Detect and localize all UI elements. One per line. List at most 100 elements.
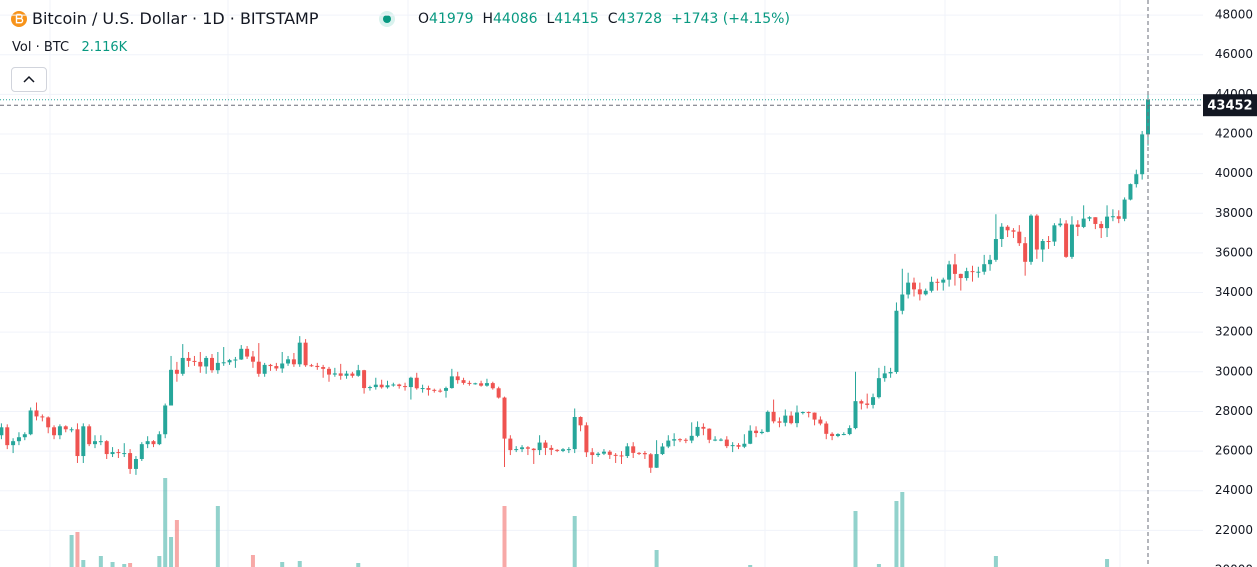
candle-body	[28, 410, 33, 435]
candle-body	[935, 281, 940, 283]
candle-body	[876, 378, 881, 398]
candle-body	[315, 365, 320, 368]
collapse-button[interactable]	[11, 67, 47, 92]
candle-body	[473, 383, 478, 385]
candle-body	[724, 439, 729, 447]
candle-body	[648, 454, 653, 468]
candle-body	[941, 279, 946, 283]
candle-body	[34, 410, 39, 417]
y-tick-label: 24000	[1215, 483, 1253, 497]
candle-body	[759, 431, 764, 434]
candle-body	[1058, 223, 1063, 226]
y-tick-label: 30000	[1215, 364, 1253, 378]
volume-bar	[98, 556, 103, 567]
candle-body	[806, 412, 811, 414]
candle-body	[373, 384, 378, 388]
candle-body	[830, 433, 835, 437]
volume-bar	[169, 537, 174, 567]
candle-body	[970, 271, 975, 273]
candle-body	[566, 449, 571, 451]
candle-body	[110, 452, 115, 455]
candle-body	[1069, 224, 1074, 257]
candle-body	[1017, 231, 1022, 244]
volume-bar	[75, 532, 80, 567]
candle-body	[531, 448, 536, 451]
volume-last: 2.116K	[81, 40, 128, 55]
candle-body	[449, 376, 454, 389]
candle-body	[256, 361, 261, 374]
candle-body	[303, 342, 308, 366]
candle-body	[490, 383, 495, 389]
candle-body	[841, 434, 846, 436]
candle-body	[642, 453, 647, 455]
candle-body	[461, 380, 466, 383]
candle-body	[882, 373, 887, 379]
candle-body	[1040, 241, 1045, 250]
candle-body	[438, 390, 443, 392]
candle-body	[771, 411, 776, 422]
candle-body	[824, 423, 829, 434]
ohlc-letter: C	[607, 11, 618, 27]
candle-body	[391, 384, 396, 386]
y-tick-label: 46000	[1215, 47, 1253, 61]
candle-body	[40, 416, 45, 418]
volume-bar	[748, 565, 753, 567]
candle-body	[549, 447, 554, 450]
candle-body	[408, 377, 413, 388]
candle-body	[1046, 241, 1051, 243]
status-dot	[383, 15, 391, 23]
candle-body	[444, 388, 448, 391]
price-tag-label: 43452	[1207, 99, 1252, 114]
volume-bar	[163, 478, 168, 567]
candle-body	[104, 441, 109, 455]
volume-bar	[157, 556, 162, 567]
candle-body	[362, 370, 367, 389]
candle-body	[637, 452, 642, 454]
candle-body	[57, 426, 62, 436]
candle-body	[403, 386, 408, 388]
candle-body	[467, 382, 472, 384]
candle-body	[52, 427, 57, 436]
candle-body	[993, 239, 998, 260]
candle-body	[75, 429, 80, 457]
price-axis: 20000 22000 24000 26000 28000 30000 32000 34000…	[1215, 8, 1253, 567]
volume-bar	[81, 560, 86, 567]
candle-body	[198, 361, 203, 367]
candle-body	[414, 377, 419, 389]
candle-body	[210, 357, 214, 371]
candle-body	[350, 373, 355, 376]
candle-body	[912, 282, 916, 290]
y-tick-label: 42000	[1215, 126, 1253, 140]
candle-body	[174, 369, 179, 374]
candle-body	[988, 259, 993, 265]
volume-bar	[250, 555, 255, 567]
candle-body	[338, 373, 343, 376]
candle-body	[157, 434, 162, 445]
volume-legend: Vol · BTC 2.116K	[12, 40, 127, 55]
volume-bar	[1105, 559, 1110, 567]
candle-body	[537, 442, 542, 451]
candle-body	[619, 455, 624, 457]
volume-bar	[110, 562, 115, 567]
ohlc-legend: O41979 H44086 L41415 C43728 +1743 (+4.15…	[418, 11, 790, 27]
candle-body	[1146, 99, 1150, 135]
candle-body	[397, 384, 402, 387]
candle-body	[367, 387, 372, 389]
volume-bar	[894, 501, 899, 567]
volume-bar	[280, 562, 285, 567]
candle-body	[1093, 217, 1098, 224]
candle-body	[607, 451, 612, 455]
candle-body	[1099, 223, 1104, 229]
candle-body	[63, 426, 68, 430]
candle-body	[332, 373, 337, 375]
candle-body	[344, 373, 349, 376]
candle-body	[572, 416, 577, 450]
candle-body	[964, 271, 969, 279]
ohlc-value: 43728	[617, 11, 663, 27]
candle-body	[262, 364, 267, 374]
candle-body	[514, 449, 519, 451]
price-tag	[1203, 94, 1257, 117]
candle-body	[87, 426, 92, 445]
volume-bar	[356, 563, 361, 567]
